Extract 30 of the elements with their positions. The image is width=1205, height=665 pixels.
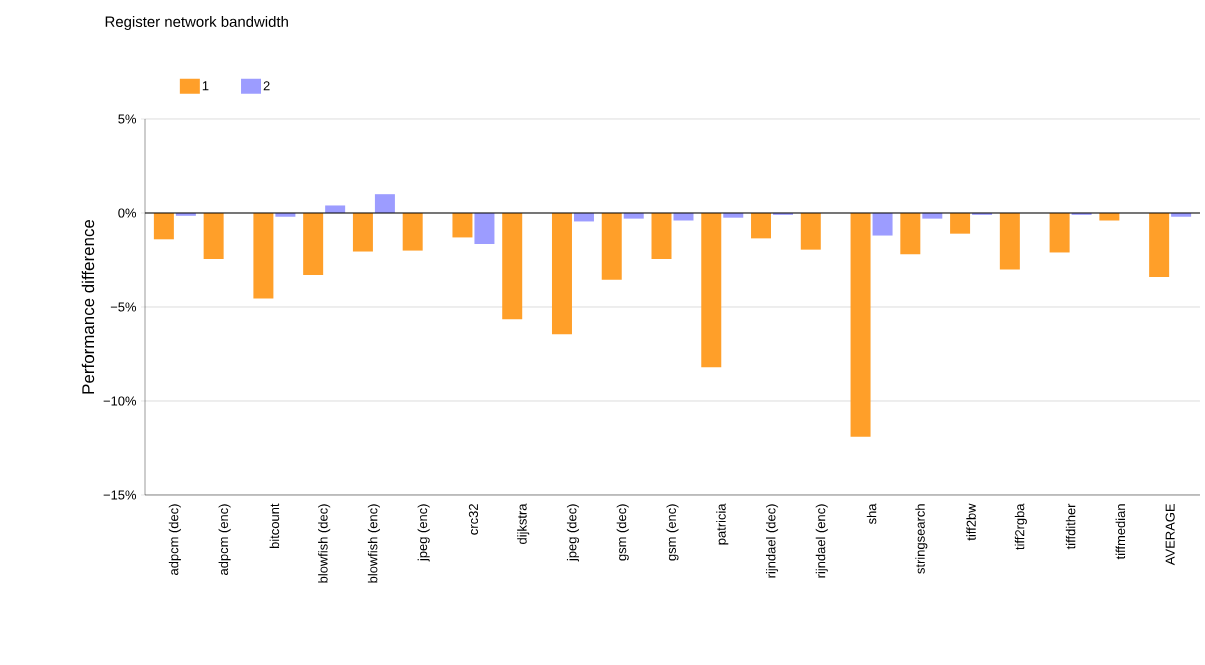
x-tick-label: tiff2rgba [1014, 503, 1027, 550]
y-axis-title: Performance difference [81, 219, 95, 394]
x-tick-label: gsm (dec) [616, 504, 629, 561]
x-tick-label: rijndael (enc) [815, 504, 828, 578]
x-tick-label: jpeg (enc) [417, 504, 430, 562]
chart-title: Register network bandwidth [105, 16, 288, 30]
x-tick-label: gsm (enc) [666, 504, 679, 561]
x-tick-label: AVERAGE [1165, 504, 1175, 566]
x-tick-label: crc32 [468, 504, 479, 535]
y-tick-label: 0% [118, 208, 137, 218]
y-tick-label: 5% [118, 114, 137, 124]
x-tick-label: tiff2bw [966, 503, 976, 541]
x-tick-label: tiffmedian [1115, 504, 1126, 560]
y-tick-label: −15% [103, 490, 137, 500]
legend-label: 2 [263, 81, 270, 91]
x-tick-label: adpcm (enc) [218, 504, 231, 575]
x-tick-label: bitcount [269, 503, 280, 549]
x-tick-label: rijndael (dec) [765, 504, 779, 578]
x-tick-label: jpeg (dec) [566, 504, 580, 562]
y-tick-label: −5% [110, 302, 137, 312]
x-tick-label: dijkstra [517, 503, 530, 544]
x-tick-label: patricia [716, 503, 729, 545]
x-tick-label: sha [866, 503, 877, 525]
y-tick-label: −10% [103, 396, 137, 406]
x-tick-label: blowfish (enc) [367, 504, 380, 583]
legend-label: 1 [202, 81, 209, 91]
x-tick-label: adpcm (dec) [168, 504, 181, 575]
x-tick-label: tiffdither [1065, 503, 1076, 550]
x-tick-label: stringsearch [915, 504, 928, 574]
x-tick-label: blowfish (dec) [318, 504, 331, 583]
